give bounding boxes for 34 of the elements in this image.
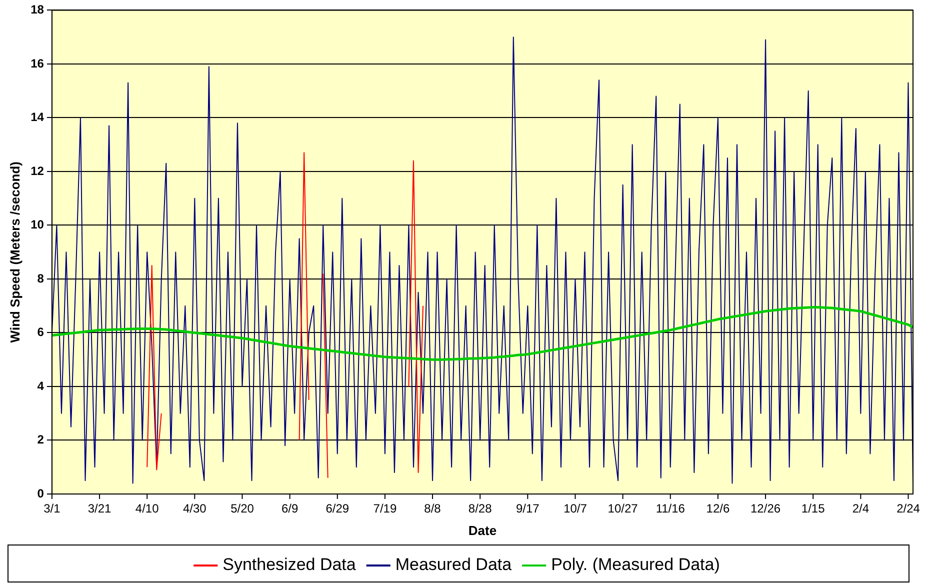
- x-tick-label: 8/28: [468, 502, 492, 516]
- x-tick-label: 6/29: [326, 502, 350, 516]
- x-tick-label: 9/17: [516, 502, 540, 516]
- legend-label: Synthesized Data: [222, 555, 356, 574]
- y-tick-label: 14: [30, 110, 44, 124]
- legend-label: Poly. (Measured Data): [551, 555, 720, 574]
- x-tick-label: 1/15: [801, 502, 826, 516]
- legend-label: Measured Data: [395, 555, 512, 574]
- y-tick-label: 0: [37, 486, 44, 500]
- y-tick-label: 12: [30, 164, 44, 178]
- y-tick-label: 16: [30, 56, 44, 70]
- y-tick-label: 18: [30, 2, 44, 17]
- x-tick-label: 7/19: [373, 502, 397, 516]
- x-axis-title: Date: [468, 522, 497, 538]
- y-tick-label: 6: [37, 325, 44, 340]
- x-tick-label: 5/20: [230, 502, 254, 516]
- x-tick-label: 11/16: [656, 502, 686, 516]
- y-tick-label: 4: [37, 378, 44, 393]
- x-tick-label: 2/24: [896, 502, 920, 516]
- y-axis-title: Wind Speed (Meters /second): [7, 162, 22, 343]
- x-tick-label: 4/10: [135, 502, 160, 516]
- x-tick-label: 12/26: [750, 502, 781, 516]
- x-tick-label: 2/4: [852, 502, 870, 516]
- x-tick-label: 3/1: [44, 502, 61, 516]
- x-tick-label: 10/7: [564, 502, 588, 516]
- x-tick-label: 3/21: [88, 502, 112, 516]
- y-tick-label: 2: [37, 432, 44, 447]
- y-tick-label: 8: [37, 271, 44, 286]
- y-tick-label: 10: [30, 218, 44, 232]
- x-tick-label: 8/8: [424, 502, 442, 516]
- x-tick-label: 4/30: [182, 502, 207, 516]
- x-tick-label: 10/27: [608, 502, 638, 516]
- x-tick-label: 6/9: [281, 502, 298, 516]
- x-tick-label: 12/6: [706, 502, 730, 516]
